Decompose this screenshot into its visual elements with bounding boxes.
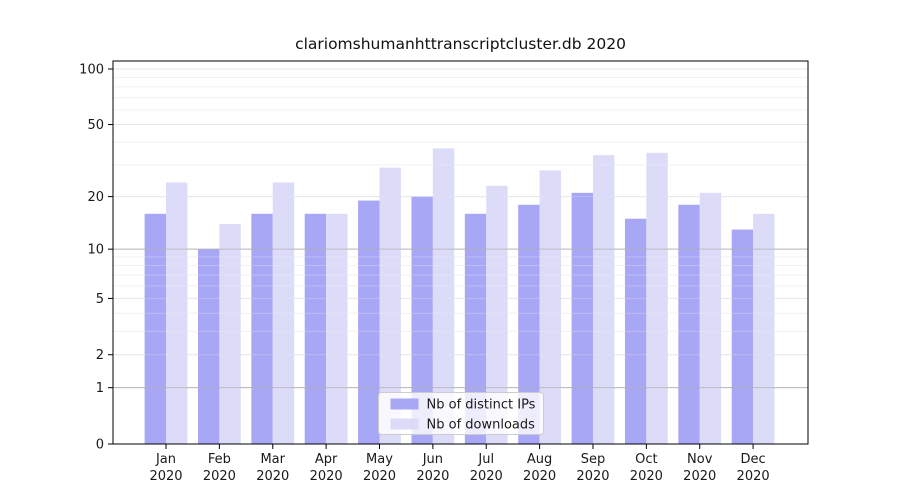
legend-label-downloads: Nb of downloads xyxy=(427,418,536,433)
x-tick-label-month: Dec xyxy=(741,452,766,467)
x-tick-label-year: 2020 xyxy=(310,469,343,484)
bar-downloads-dec xyxy=(753,213,775,444)
y-tick-label: 50 xyxy=(87,118,104,133)
bar-downloads-feb xyxy=(219,223,241,444)
y-tick-label: 10 xyxy=(87,243,104,258)
bar-downloads-jul xyxy=(486,185,508,444)
bar-distinct-ips-dec xyxy=(731,229,754,444)
x-tick-label-month: Mar xyxy=(260,452,285,467)
y-tick-label: 0 xyxy=(96,438,104,453)
legend xyxy=(378,392,544,435)
bar-distinct-ips-sep xyxy=(571,192,593,444)
bar-distinct-ips-nov xyxy=(678,204,700,444)
x-tick-label-year: 2020 xyxy=(203,469,236,484)
x-tick-label-year: 2020 xyxy=(416,469,449,484)
legend-label-distinct-ips: Nb of distinct IPs xyxy=(427,398,536,413)
x-tick-label-month: Jan xyxy=(155,452,176,467)
bar-downloads-apr xyxy=(326,213,348,444)
x-tick-label-year: 2020 xyxy=(523,469,556,484)
bar-downloads-sep xyxy=(592,155,615,444)
bar-downloads-mar xyxy=(272,182,295,445)
x-tick-label-year: 2020 xyxy=(149,469,182,484)
y-tick-label: 2 xyxy=(96,348,104,363)
x-tick-label-year: 2020 xyxy=(737,469,770,484)
x-tick-label-year: 2020 xyxy=(576,469,609,484)
y-tick-label: 20 xyxy=(87,190,104,205)
bar-distinct-ips-apr xyxy=(304,213,327,444)
x-tick-label-month: Oct xyxy=(635,452,657,467)
bar-downloads-jan xyxy=(166,182,188,445)
plot-frame xyxy=(112,60,809,445)
bar-downloads-aug xyxy=(539,170,562,445)
y-tick-label: 100 xyxy=(79,63,104,78)
x-tick-label-month: Aug xyxy=(527,452,552,467)
x-tick-label-month: Apr xyxy=(315,452,338,467)
x-tick-label-month: Feb xyxy=(208,452,231,467)
bar-downloads-oct xyxy=(646,152,668,444)
bar-distinct-ips-mar xyxy=(251,213,273,444)
x-tick-label-month: Nov xyxy=(687,452,713,467)
legend-swatch-downloads xyxy=(390,418,419,430)
bar-downloads-jun xyxy=(432,148,455,445)
bar-downloads-nov xyxy=(699,192,722,444)
x-tick-label-year: 2020 xyxy=(256,469,289,484)
x-tick-label-year: 2020 xyxy=(470,469,503,484)
x-tick-label-month: Jun xyxy=(422,452,443,467)
x-tick-label-month: Jul xyxy=(477,452,494,467)
x-tick-label-year: 2020 xyxy=(630,469,663,484)
bar-distinct-ips-jun xyxy=(411,196,433,444)
legend-swatch-distinct-ips xyxy=(390,398,419,410)
bar-distinct-ips-aug xyxy=(518,204,540,444)
y-tick-label: 5 xyxy=(96,292,104,307)
chart-title: clariomshumanhttranscriptcluster.db 2020 xyxy=(295,35,626,53)
bar-distinct-ips-jan xyxy=(144,213,166,444)
bar-distinct-ips-may xyxy=(358,200,380,444)
bar-downloads-may xyxy=(379,167,401,444)
x-tick-label-year: 2020 xyxy=(363,469,396,484)
x-tick-label-month: May xyxy=(366,452,393,467)
bar-distinct-ips-jul xyxy=(464,213,487,444)
x-tick-label-year: 2020 xyxy=(683,469,716,484)
bar-distinct-ips-feb xyxy=(197,249,220,444)
y-tick-label: 1 xyxy=(96,381,104,396)
x-tick-label-month: Sep xyxy=(581,452,606,467)
